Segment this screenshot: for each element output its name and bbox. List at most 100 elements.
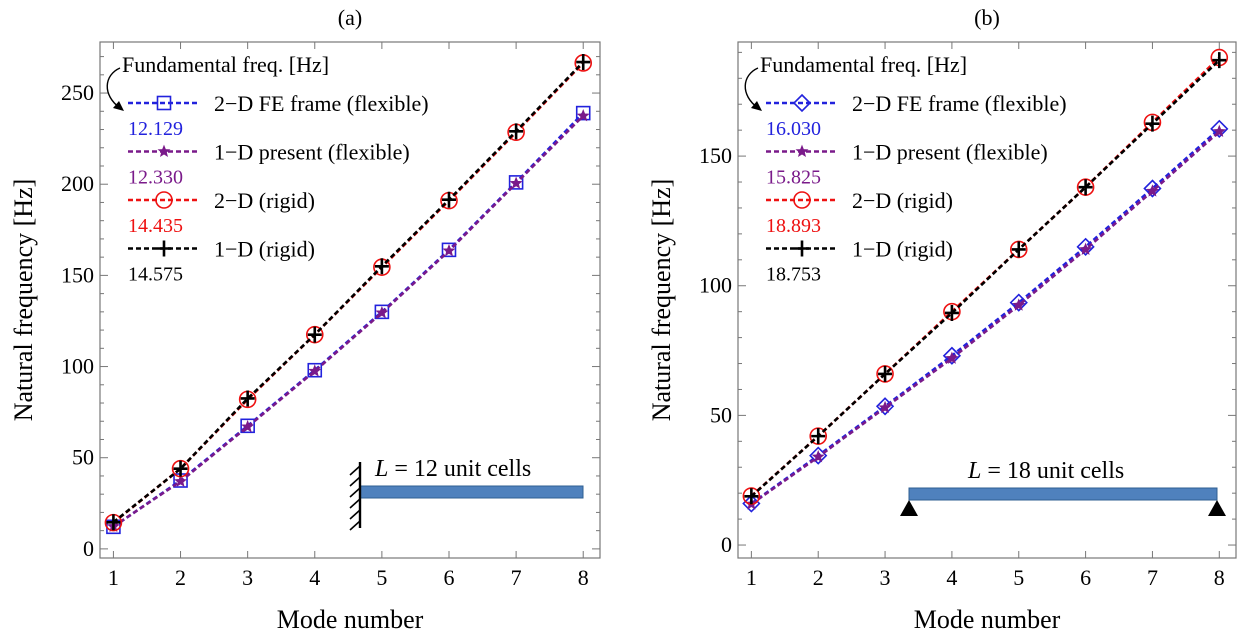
- beam-annotation: L = 12 unit cells: [349, 456, 584, 531]
- data-point: [307, 362, 323, 378]
- x-axis-label: Mode number: [914, 605, 1061, 634]
- series-line: [112, 61, 585, 524]
- y-tick-label: 0: [721, 532, 732, 557]
- y-axis-label: Natural frequency [Hz]: [647, 179, 676, 422]
- y-tick-label: 150: [699, 143, 732, 168]
- series-plus: [744, 52, 1227, 505]
- x-tick-label: 8: [578, 565, 589, 590]
- beam-length-text: = 12 unit cells: [388, 456, 531, 482]
- data-point: [240, 418, 255, 434]
- legend-label: 2−D (rigid): [214, 188, 315, 213]
- fundamental-frequency: 14.575: [128, 264, 183, 286]
- legend-arrow: [106, 67, 121, 109]
- chart-panel-b: (b) 1 2 3 4 5 6 7 8 0 50 100 150 Mode number Natural f…: [647, 5, 1237, 634]
- plot-frame: [99, 41, 601, 559]
- data-point: [106, 514, 121, 531]
- legend-label: 1−D present (flexible): [852, 140, 1048, 165]
- beam-length-symbol: L: [374, 456, 388, 482]
- data-point: [509, 123, 524, 140]
- data-point: [1011, 241, 1026, 258]
- data-point: [442, 243, 456, 257]
- data-point: [441, 191, 456, 208]
- x-tick-label: 1: [108, 565, 119, 590]
- legend: Fundamental freq. [Hz] 2−D FE frame (flex…: [106, 52, 429, 286]
- fundamental-frequency: 16.030: [766, 118, 821, 140]
- x-tick-label: 8: [1214, 565, 1225, 590]
- x-tick-label: 5: [1013, 565, 1024, 590]
- x-tick-label: 2: [813, 565, 824, 590]
- data-point: [744, 488, 759, 505]
- y-tick-label: 100: [699, 273, 732, 298]
- legend-label: 1−D (rigid): [214, 237, 315, 262]
- data-point: [240, 390, 255, 407]
- legend-arrow-head: [113, 101, 124, 111]
- legend-title: Fundamental freq. [Hz]: [122, 52, 329, 77]
- support-left: [900, 500, 918, 516]
- legend-marker: [795, 240, 809, 257]
- beam-length-text: = 18 unit cells: [981, 458, 1124, 484]
- beam-label: L = 18 unit cells: [967, 458, 1124, 484]
- x-tick-label: 7: [511, 565, 522, 590]
- x-tick-label: 4: [946, 565, 957, 590]
- legend-title: Fundamental freq. [Hz]: [760, 52, 967, 77]
- legend-arrow: [744, 67, 759, 109]
- wall-hatch: [349, 520, 361, 531]
- legend-label: 2−D (rigid): [852, 188, 953, 213]
- data-point: [173, 460, 188, 477]
- x-tick-label: 3: [880, 565, 891, 590]
- y-axis-label: Natural frequency [Hz]: [9, 179, 38, 422]
- x-tick-label: 1: [746, 565, 757, 590]
- data-point: [811, 450, 825, 463]
- series-line: [750, 130, 1221, 506]
- wall-hatch: [349, 476, 361, 487]
- data-point: [1078, 179, 1093, 196]
- legend-label: 1−D present (flexible): [214, 140, 410, 165]
- wall-hatch: [349, 487, 361, 498]
- x-tick-label: 7: [1147, 565, 1158, 590]
- data-point: [878, 365, 893, 382]
- series-line: [112, 114, 585, 528]
- data-point: [1212, 52, 1227, 69]
- fundamental-frequency: 15.825: [766, 167, 821, 189]
- data-point: [1012, 298, 1026, 311]
- data-point: [576, 54, 591, 71]
- data-point: [374, 304, 390, 320]
- beam: [359, 485, 584, 499]
- panel-label: (b): [974, 5, 1000, 30]
- y-tick-label: 50: [72, 445, 94, 470]
- legend-label: 2−D FE frame (flexible): [852, 91, 1067, 116]
- beam: [908, 487, 1218, 501]
- series-star: [106, 109, 590, 532]
- y-tick-label: 0: [83, 536, 94, 561]
- wall-hatch: [349, 465, 361, 476]
- x-tick-label: 5: [376, 565, 387, 590]
- y-tick-label: 250: [61, 80, 94, 105]
- data-point: [241, 419, 255, 433]
- wall-hatch: [349, 509, 361, 520]
- data-point: [174, 474, 188, 487]
- support-right: [1208, 500, 1226, 516]
- legend-arrow-head: [751, 101, 762, 111]
- x-tick-label: 6: [1080, 565, 1091, 590]
- beam-length-symbol: L: [967, 458, 981, 484]
- x-tick-label: 2: [175, 565, 186, 590]
- beam-label: L = 12 unit cells: [374, 456, 531, 482]
- plot-frame: [737, 41, 1237, 559]
- y-tick-label: 200: [61, 171, 94, 196]
- data-point: [1145, 115, 1160, 132]
- series-line: [750, 59, 1221, 498]
- data-point: [441, 242, 457, 258]
- y-tick-label: 150: [61, 262, 94, 287]
- data-point: [508, 175, 524, 190]
- fundamental-frequency: 12.330: [128, 167, 183, 189]
- data-point: [575, 105, 591, 121]
- legend-marker: [156, 95, 172, 111]
- data-point: [1210, 119, 1229, 138]
- data-point: [374, 258, 389, 275]
- legend-marker: [157, 144, 171, 158]
- x-axis-label: Mode number: [277, 605, 424, 634]
- fundamental-frequency: 18.753: [766, 264, 821, 286]
- data-point: [308, 364, 322, 377]
- series-line: [750, 127, 1221, 505]
